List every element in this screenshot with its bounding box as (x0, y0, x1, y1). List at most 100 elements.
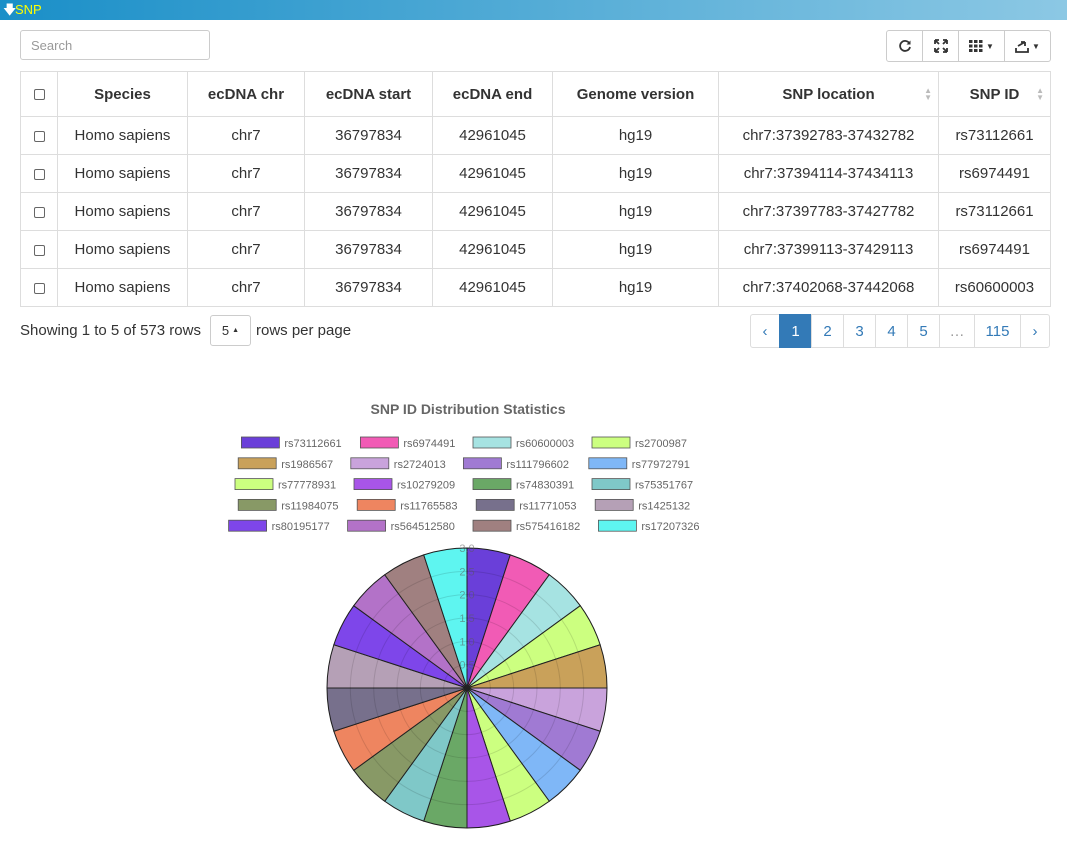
column-header[interactable]: ecDNA chr (187, 71, 305, 117)
legend-label: rs77972791 (632, 459, 690, 471)
legend-item[interactable]: rs73112661 (240, 436, 342, 450)
row-checkbox[interactable] (33, 282, 45, 294)
column-header[interactable]: Species (57, 71, 188, 117)
legend-swatch (347, 519, 387, 532)
page-button[interactable]: 1 (779, 314, 812, 348)
legend-item[interactable]: rs10279209 (353, 478, 455, 492)
export-icon (1015, 40, 1029, 53)
table-cell: chr7 (187, 192, 305, 231)
table-cell: chr7:37402068-37442068 (718, 268, 939, 307)
legend-item[interactable]: rs2724013 (350, 457, 446, 471)
legend-label: rs75351767 (635, 480, 693, 492)
column-header[interactable]: Genome version (552, 71, 719, 117)
table-cell: 36797834 (304, 116, 433, 155)
fullscreen-button[interactable] (922, 30, 959, 62)
table-row[interactable]: Homo sapiens chr7 36797834 42961045 hg19… (20, 116, 1051, 155)
legend-item[interactable]: rs77778931 (234, 478, 336, 492)
snp-table: Species ecDNA chr ecDNA start ecDNA end … (20, 71, 1051, 307)
legend-swatch (475, 498, 515, 511)
page-size-dropdown[interactable]: 5 ▲ (210, 315, 251, 346)
radial-gridline (396, 617, 538, 759)
pie-slices (326, 547, 608, 829)
table-cell: chr7 (187, 116, 305, 155)
legend-item[interactable]: rs6974491 (359, 436, 455, 450)
column-header[interactable]: ecDNA end (432, 71, 553, 117)
table-row[interactable]: Homo sapiens chr7 36797834 42961045 hg19… (20, 192, 1051, 231)
legend-swatch (359, 436, 399, 449)
legend-item[interactable]: rs2700987 (591, 436, 687, 450)
legend-item[interactable]: rs11771053 (475, 498, 576, 512)
row-checkbox[interactable] (33, 244, 45, 256)
legend-item[interactable]: rs75351767 (591, 478, 693, 492)
table-cell: Homo sapiens (57, 154, 188, 193)
page-button[interactable]: 4 (875, 314, 908, 348)
legend-label: rs1986567 (281, 459, 333, 471)
pie-slice[interactable] (423, 547, 468, 689)
table-cell: chr7 (187, 230, 305, 269)
legend-label: rs1425132 (638, 500, 690, 512)
legend-item[interactable]: rs74830391 (472, 478, 574, 492)
refresh-button[interactable] (886, 30, 923, 62)
table-cell: hg19 (552, 116, 719, 155)
table-cell: hg19 (552, 268, 719, 307)
next-page-button[interactable]: › (1020, 314, 1050, 348)
rows-per-page-label: rows per page (256, 322, 352, 339)
select-all-checkbox[interactable] (33, 89, 45, 101)
legend-label: rs111796602 (506, 459, 569, 471)
caret-down-icon: ▼ (986, 41, 994, 51)
legend-label: rs2700987 (635, 438, 687, 450)
legend-item[interactable]: rs564512580 (347, 519, 455, 533)
legend-item[interactable]: rs17207326 (598, 519, 700, 533)
radial-gridline (443, 664, 491, 712)
legend-item[interactable]: rs1425132 (594, 498, 690, 512)
table-cell: 42961045 (432, 192, 553, 231)
radial-grid (326, 547, 608, 829)
collapse-arrow-icon[interactable]: 🡇 (3, 2, 17, 17)
columns-dropdown-button[interactable]: ▼ (958, 30, 1005, 62)
prev-page-button[interactable]: ‹ (750, 314, 780, 348)
row-select-cell (20, 230, 58, 269)
search-input[interactable] (20, 30, 210, 60)
legend-item[interactable]: rs80195177 (228, 519, 330, 533)
legend-swatch (356, 498, 396, 511)
row-checkbox[interactable] (33, 168, 45, 180)
page-button[interactable]: 115 (974, 314, 1021, 348)
table-cell: 36797834 (304, 268, 433, 307)
column-header[interactable]: ecDNA start (304, 71, 433, 117)
table-cell: Homo sapiens (57, 116, 188, 155)
table-cell: rs6974491 (938, 230, 1051, 269)
table-cell: 42961045 (432, 268, 553, 307)
legend-swatch (594, 498, 634, 511)
refresh-icon (898, 40, 911, 52)
table-toolbar: ▼ ▼ (886, 30, 1051, 62)
legend-item[interactable]: rs60600003 (472, 436, 574, 450)
pagination: ‹ 1 2 3 4 5 … 115 › (750, 314, 1050, 348)
legend-item[interactable]: rs1986567 (237, 457, 333, 471)
page-button[interactable]: 2 (811, 314, 844, 348)
table-cell: Homo sapiens (57, 192, 188, 231)
column-header-label: SNP location (782, 85, 875, 103)
legend-item[interactable]: rs11984075 (237, 498, 338, 512)
row-checkbox[interactable] (33, 130, 45, 142)
export-dropdown-button[interactable]: ▼ (1004, 30, 1051, 62)
table-cell: 42961045 (432, 154, 553, 193)
legend-swatch (237, 498, 277, 511)
legend-item[interactable]: rs77972791 (588, 457, 690, 471)
legend-item[interactable]: rs111796602 (462, 457, 569, 471)
select-all-cell (20, 71, 58, 117)
row-checkbox[interactable] (33, 206, 45, 218)
chart-title: SNP ID Distribution Statistics (371, 401, 566, 417)
legend-item[interactable]: rs11765583 (356, 498, 457, 512)
table-cell: 36797834 (304, 154, 433, 193)
panel-header[interactable]: 🡇 SNP (0, 0, 1067, 20)
row-select-cell (20, 116, 58, 155)
legend-label: rs575416182 (516, 521, 580, 533)
table-row[interactable]: Homo sapiens chr7 36797834 42961045 hg19… (20, 268, 1051, 307)
column-header-sortable[interactable]: SNP ID ▲ ▼ (938, 71, 1051, 117)
column-header-sortable[interactable]: SNP location ▲ ▼ (718, 71, 939, 117)
legend-swatch (472, 519, 512, 532)
legend-swatch (234, 478, 274, 491)
radial-gridline (373, 594, 561, 782)
legend-item[interactable]: rs575416182 (472, 519, 580, 533)
table-cell: chr7 (187, 268, 305, 307)
